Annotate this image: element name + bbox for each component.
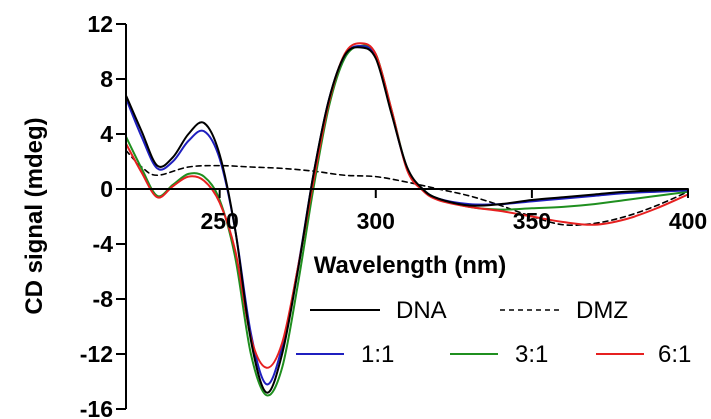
legend-label-6-1: 6:1 (658, 341, 691, 368)
y-tick-label: 8 (100, 66, 113, 92)
x-tick-label: 300 (357, 208, 395, 234)
x-tick-label: 400 (669, 208, 707, 234)
series-line-dmz (125, 149, 689, 227)
y-axis-title: CD signal (mdeg) (21, 117, 48, 314)
y-tick-label: 12 (87, 11, 113, 37)
y-tick-label: 0 (100, 176, 113, 202)
legend-label-3-1: 3:1 (515, 341, 548, 368)
series-layer (125, 42, 689, 397)
y-tick-label: -16 (80, 396, 113, 419)
legend: DNA DMZ 1:1 3:1 6:1 (296, 297, 691, 368)
y-tick-label: 4 (100, 121, 113, 147)
series-line-dna (125, 46, 689, 394)
legend-label-1-1: 1:1 (361, 341, 394, 368)
x-axis-title: Wavelength (nm) (314, 252, 506, 279)
y-tick-label: -12 (80, 341, 113, 367)
legend-label-dmz: DMZ (576, 297, 628, 324)
x-tick-label: 350 (513, 208, 551, 234)
y-tick-label: -4 (93, 231, 114, 257)
x-tick-label: 250 (200, 208, 238, 234)
x-ticks: 250 300 350 400 (200, 189, 707, 234)
y-tick-label: -8 (93, 286, 114, 312)
y-ticks: -16 -12 -8 -4 0 4 8 12 (80, 11, 126, 419)
legend-label-dna: DNA (396, 297, 447, 324)
series-line-3-1 (125, 44, 689, 397)
